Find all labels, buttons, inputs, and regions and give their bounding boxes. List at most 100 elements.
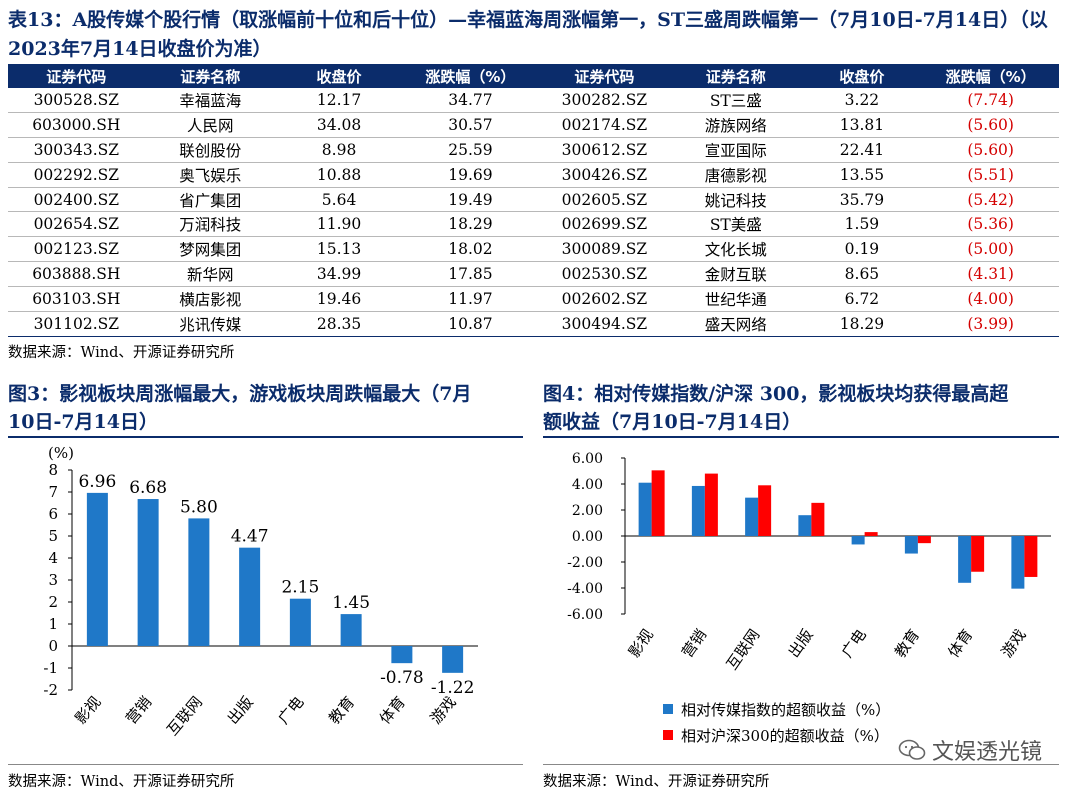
y-tick-label: 0 <box>48 637 58 655</box>
col-header: 证券代码 <box>8 64 145 88</box>
table-cell: 30.57 <box>402 112 539 138</box>
bar-互联网 <box>188 518 210 646</box>
x-tick-label: 营销 <box>678 626 710 661</box>
legend-item-series1: 相对传媒指数的超额收益（%） <box>663 696 890 722</box>
table-cell: 300612.SZ <box>538 137 671 163</box>
table-cell: 横店影视 <box>144 286 276 313</box>
table-cell: 34.08 <box>276 112 403 138</box>
table-cell: 002123.SZ <box>8 236 145 263</box>
table-cell: 19.69 <box>402 162 539 188</box>
fig3-title-rule <box>8 436 523 438</box>
table-row: 002400.SZ 省广集团 5.64 19.49 002605.SZ 姚记科技 35.79… <box>8 187 1059 213</box>
stock-table: 证券代码 证券名称 收盘价 涨跌幅（%） 证券代码 证券名称 收盘价 涨跌幅（%… <box>8 64 1059 337</box>
bar-教育-series2 <box>917 536 931 544</box>
table-cell: 万润科技 <box>144 211 276 238</box>
col-header: 证券名称 <box>144 64 276 88</box>
bar-营销-series2 <box>704 473 718 536</box>
x-tick-label: 影视 <box>71 693 104 728</box>
x-tick-label: 互联网 <box>723 626 764 673</box>
col-header: 涨跌幅（%） <box>402 64 539 88</box>
legend-swatch-red <box>663 730 673 740</box>
y-tick-label: 6 <box>48 505 58 523</box>
y-tick-label: 6.00 <box>572 451 603 467</box>
bar-广电-series2 <box>864 532 878 536</box>
table-cell: 省广集团 <box>144 187 276 213</box>
bar-游戏 <box>442 646 464 673</box>
table-row: 300343.SZ 联创股份 8.98 25.59 300612.SZ 宣亚国际 22.41… <box>8 137 1059 163</box>
bar-营销-series1 <box>691 485 705 536</box>
table-cell: 8.98 <box>276 137 403 163</box>
x-tick-label: 出版 <box>224 693 257 728</box>
table-cell: (7.74) <box>922 88 1059 113</box>
table-cell: 300426.SZ <box>538 162 671 188</box>
table-cell: 10.88 <box>276 162 403 188</box>
table-cell: 13.55 <box>801 162 923 188</box>
table13-title: 表13：A股传媒个股行情（取涨幅前十位和后十位）—幸福蓝海周涨幅第一，ST三盛周… <box>8 9 1048 60</box>
fig4-source: 数据来源：Wind、开源证券研究所 <box>543 774 770 790</box>
bar-游戏-series2 <box>1024 536 1038 577</box>
table-cell: 幸福蓝海 <box>144 88 276 113</box>
table-cell: 300528.SZ <box>8 88 145 113</box>
y-tick-label: 3 <box>48 571 58 589</box>
table-cell: 联创股份 <box>144 137 276 163</box>
table-cell: 19.46 <box>276 286 403 313</box>
y-tick-label: 8 <box>48 461 58 479</box>
bar-value-label: 6.68 <box>129 478 167 498</box>
table-cell: 002602.SZ <box>538 286 671 313</box>
fig4-title-line1: 图4：相对传媒指数/沪深 300，影视板块均获得最高超 <box>543 383 1009 405</box>
y-tick-label: -6.00 <box>567 607 603 623</box>
table-cell: (5.51) <box>922 162 1059 188</box>
col-header: 收盘价 <box>801 64 923 88</box>
fig4-title: 图4：相对传媒指数/沪深 300，影视板块均获得最高超 额收益（7月10日-7月… <box>543 380 1068 436</box>
table-cell: 13.81 <box>801 112 923 138</box>
table-cell: 603000.SH <box>8 112 145 138</box>
table-row: 301102.SZ 兆讯传媒 28.35 10.87 300494.SZ 盛天网络 18.2… <box>8 311 1059 337</box>
table-cell: 300494.SZ <box>538 311 671 337</box>
table-cell: 人民网 <box>144 112 276 138</box>
bar-互联网-series2 <box>758 485 772 536</box>
table-cell: 11.90 <box>276 211 403 238</box>
table-cell: 18.29 <box>801 311 923 337</box>
y-tick-label: 7 <box>48 483 58 501</box>
table-cell: 002654.SZ <box>8 211 145 238</box>
y-tick-label: 2.00 <box>572 503 603 519</box>
y-tick-label: 1 <box>48 615 58 633</box>
col-header: 收盘价 <box>276 64 403 88</box>
bar-value-label: -1.22 <box>431 678 475 698</box>
y-tick-label: 2 <box>48 593 58 611</box>
fig3-title: 图3：影视板块周涨幅最大，游戏板块周跌幅最大（7月 10日-7月14日） <box>8 380 528 436</box>
legend-label: 相对沪深300的超额收益（%） <box>681 726 889 745</box>
table-row: 300528.SZ 幸福蓝海 12.17 34.77 300282.SZ ST三盛 3.22… <box>8 88 1059 113</box>
table-cell: 文化长城 <box>670 236 802 263</box>
table-cell: 17.85 <box>402 261 539 288</box>
table-cell: 002605.SZ <box>538 187 671 213</box>
table-cell: 金财互联 <box>670 261 802 288</box>
table13-source: 数据来源：Wind、开源证券研究所 <box>8 345 235 361</box>
fig4-legend: 相对传媒指数的超额收益（%） 相对沪深300的超额收益（%） <box>663 696 890 748</box>
fig4-bottom-rule <box>543 764 1059 765</box>
col-header: 证券名称 <box>670 64 802 88</box>
table-cell: (5.60) <box>922 137 1059 163</box>
table-cell: 34.99 <box>276 261 403 288</box>
table-cell: 游族网络 <box>670 112 802 138</box>
table-cell: 18.29 <box>402 211 539 238</box>
table-row: 002123.SZ 梦网集团 15.13 18.02 300089.SZ 文化长城 0.19… <box>8 236 1059 263</box>
bar-value-label: -0.78 <box>380 668 424 688</box>
table-cell: 18.02 <box>402 236 539 263</box>
table-cell: (5.42) <box>922 187 1059 213</box>
table-cell: (5.60) <box>922 112 1059 138</box>
bar-互联网-series1 <box>745 497 759 536</box>
fig4-title-line2: 额收益（7月10日-7月14日） <box>543 411 802 433</box>
fig3-source: 数据来源：Wind、开源证券研究所 <box>8 774 235 790</box>
watermark-text: 文娱透光镜 <box>931 740 1042 765</box>
fig3-chart: (%) -2 -1 0 1 2 3 4 5 6 7 8 6.96 影视 6.68 营销 5.80 互联网 4.47 出… <box>43 444 478 739</box>
y-tick-label: 4.00 <box>572 477 603 493</box>
table-cell: 3.22 <box>801 88 923 113</box>
table-cell: 35.79 <box>801 187 923 213</box>
bar-影视-series2 <box>651 470 665 536</box>
table-row: 603000.SH 人民网 34.08 30.57 002174.SZ 游族网络 13.81… <box>8 112 1059 138</box>
fig3-title-line1: 图3：影视板块周涨幅最大，游戏板块周跌幅最大（7月 <box>8 383 472 405</box>
table-cell: 8.65 <box>801 261 923 288</box>
table-cell: 603888.SH <box>8 261 145 288</box>
table-cell: 12.17 <box>276 88 403 113</box>
